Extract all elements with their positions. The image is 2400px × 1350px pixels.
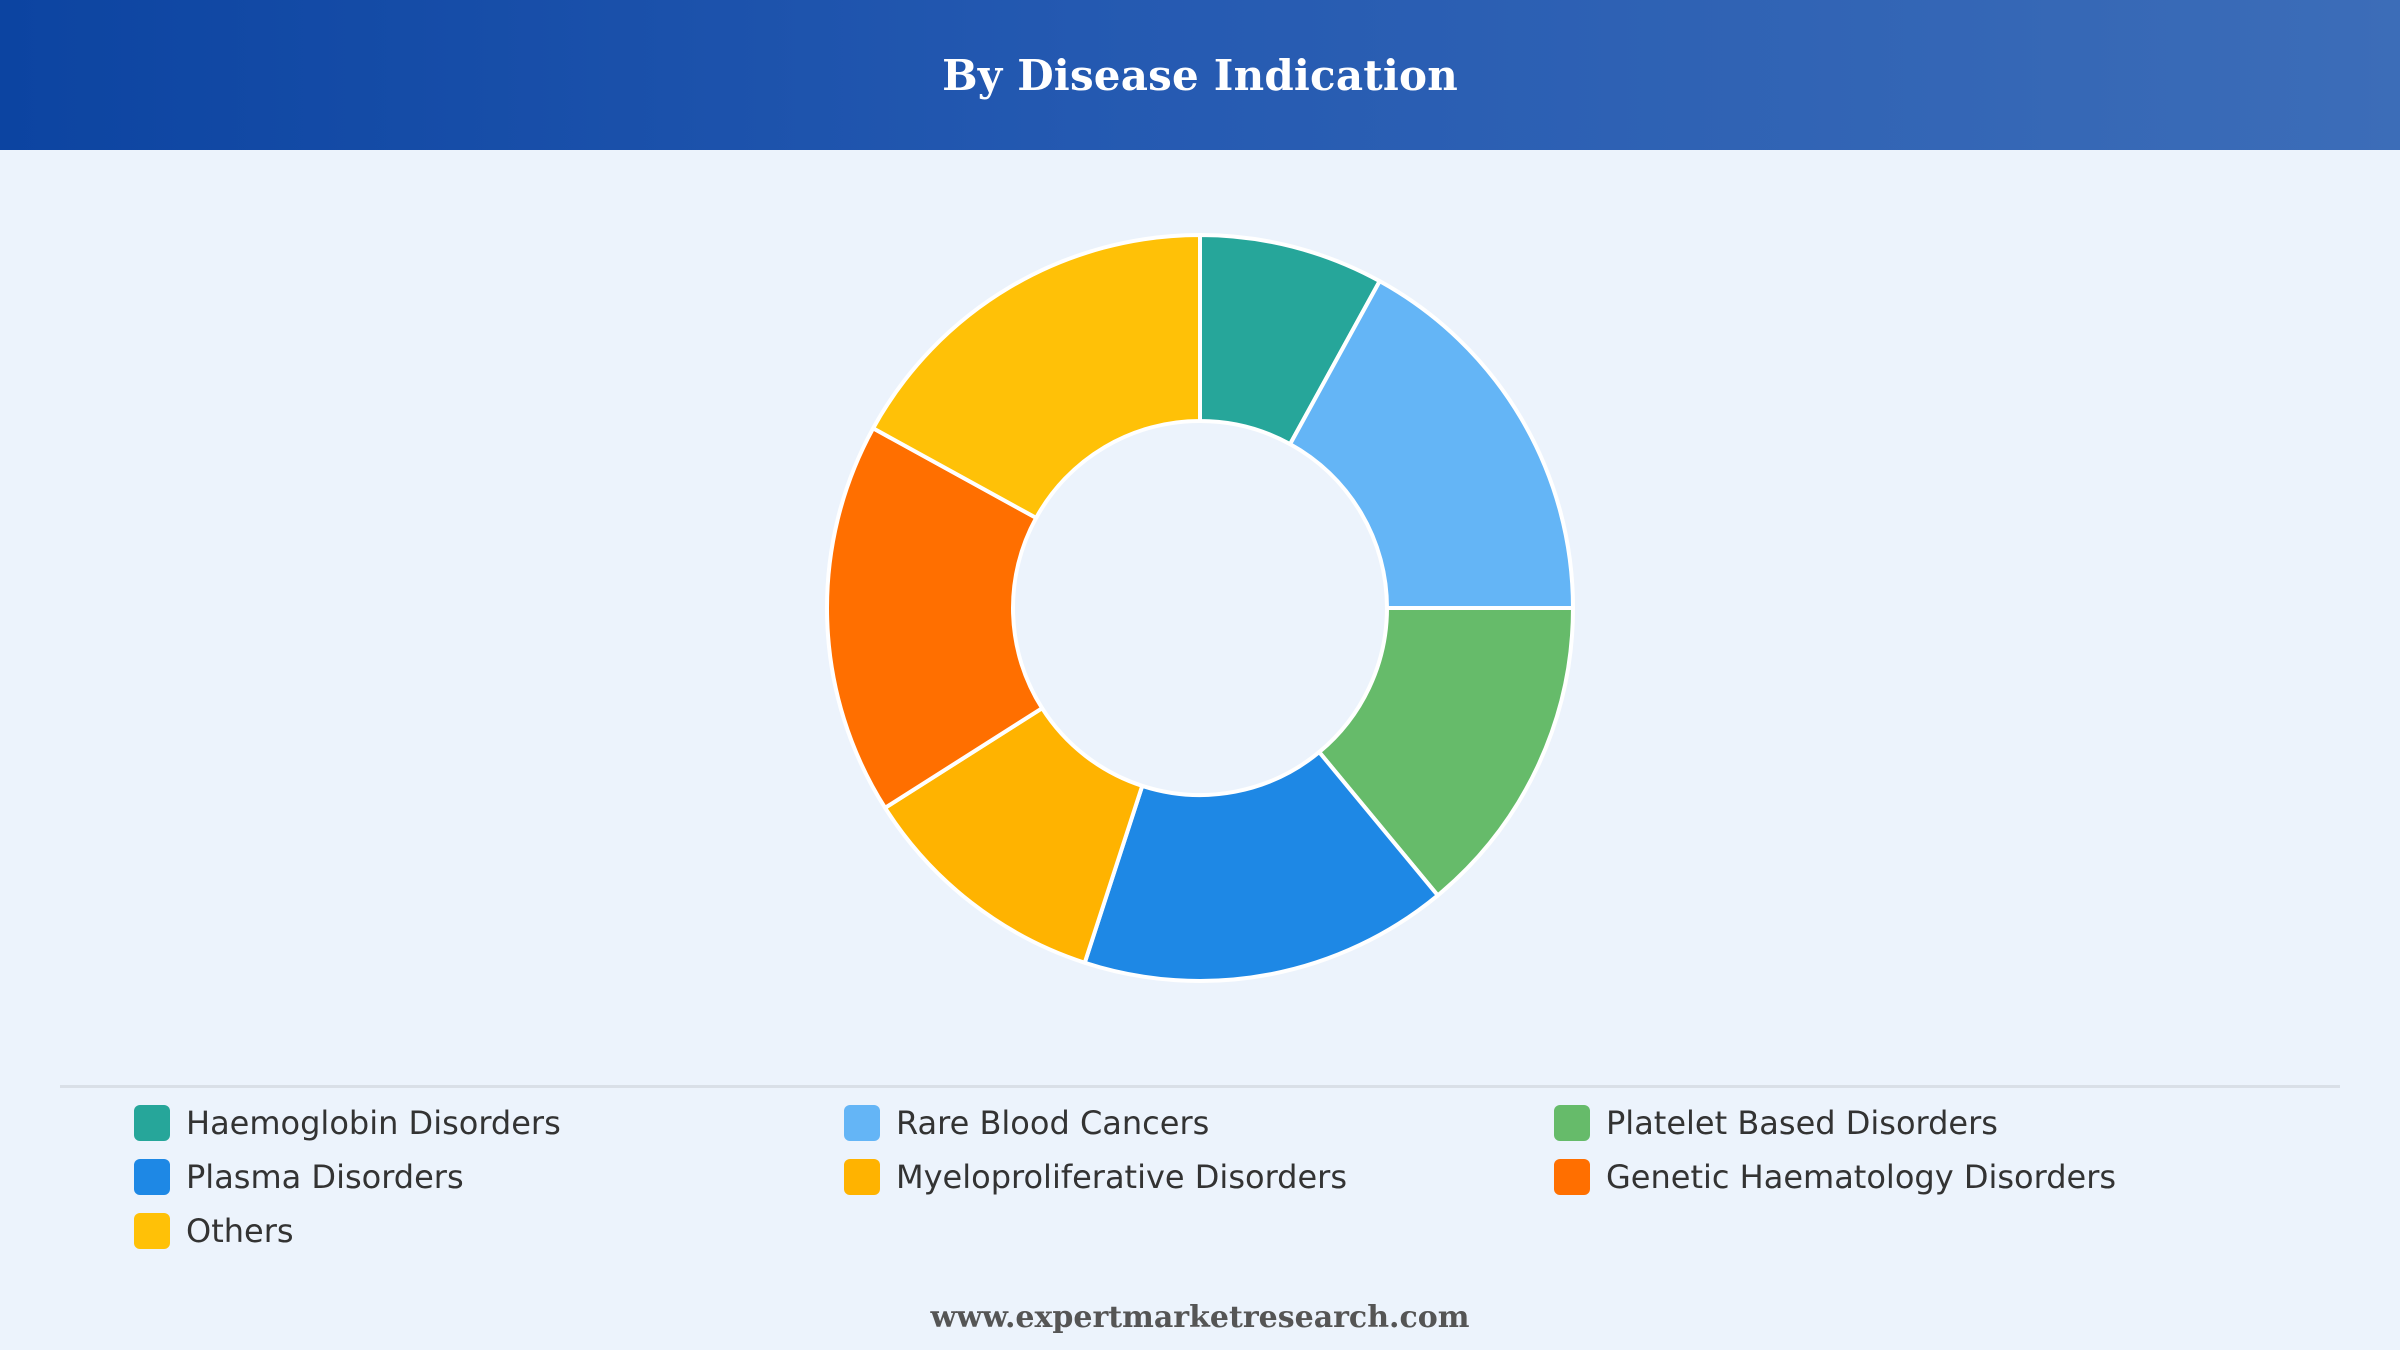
legend-swatch [134, 1213, 170, 1249]
donut-slice-others[interactable] [871, 233, 1202, 520]
legend-item[interactable]: Plasma Disorders [134, 1150, 844, 1204]
legend-item[interactable]: Rare Blood Cancers [844, 1096, 1554, 1150]
donut-slice-plasma-disorders[interactable] [1082, 750, 1440, 983]
chart-area [0, 150, 2400, 1080]
legend-item[interactable]: Platelet Based Disorders [1554, 1096, 2264, 1150]
legend-divider [60, 1085, 2340, 1088]
legend-item[interactable]: Haemoglobin Disorders [134, 1096, 844, 1150]
legend-item[interactable]: Genetic Haematology Disorders [1554, 1150, 2264, 1204]
legend-swatch [134, 1105, 170, 1141]
donut-chart [825, 233, 1575, 983]
legend-swatch [1554, 1159, 1590, 1195]
legend-label: Haemoglobin Disorders [186, 1104, 561, 1142]
legend-label: Others [186, 1212, 294, 1250]
chart-header: By Disease Indication [0, 0, 2400, 150]
donut-slice-myeloproliferative-disorders[interactable] [883, 706, 1145, 965]
legend-label: Genetic Haematology Disorders [1606, 1158, 2117, 1196]
source-footer: www.expertmarketresearch.com [930, 1300, 1470, 1335]
legend-item[interactable]: Others [134, 1204, 844, 1258]
legend-label: Platelet Based Disorders [1606, 1104, 1998, 1142]
legend-label: Plasma Disorders [186, 1158, 464, 1196]
legend-swatch [844, 1159, 880, 1195]
legend-label: Rare Blood Cancers [896, 1104, 1210, 1142]
chart-title: By Disease Indication [942, 50, 1458, 100]
legend-item[interactable]: Myeloproliferative Disorders [844, 1150, 1554, 1204]
donut-slice-rare-blood-cancers[interactable] [1288, 279, 1575, 610]
legend-label: Myeloproliferative Disorders [896, 1158, 1347, 1196]
legend-swatch [1554, 1105, 1590, 1141]
legend-swatch [134, 1159, 170, 1195]
donut-slice-platelet-based-disorders[interactable] [1317, 606, 1575, 898]
chart-legend: Haemoglobin Disorders Rare Blood Cancers P… [134, 1096, 2314, 1258]
donut-slice-genetic-haematology-disorders[interactable] [825, 426, 1045, 810]
legend-swatch [844, 1105, 880, 1141]
